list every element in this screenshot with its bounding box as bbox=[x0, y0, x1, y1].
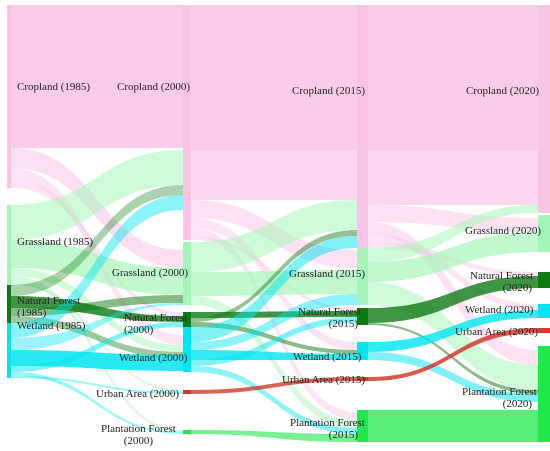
node-g85 bbox=[7, 205, 11, 285]
flow-n85-to-c00 bbox=[11, 185, 183, 296]
flow-g00-to-p15 bbox=[191, 296, 357, 428]
flow-n85-to-w00 bbox=[11, 316, 183, 358]
label-plantation-2000-line2: (2000) bbox=[123, 435, 154, 447]
label-plantation-2000: Plantation Forest (2000) bbox=[101, 423, 176, 447]
flow-g85-to-u00 bbox=[11, 282, 183, 392]
flow-c15-to-w20 bbox=[368, 234, 538, 310]
node-p00 bbox=[183, 430, 191, 434]
label-natural-forest-1985-line1: Natural Forest bbox=[17, 295, 81, 307]
flow-w00-to-n15 bbox=[191, 317, 357, 366]
label-natural-forest-2000-line2: (2000) bbox=[124, 324, 154, 336]
flow-n85-to-g00 bbox=[11, 295, 183, 316]
label-cropland-2020: Cropland (2020) bbox=[466, 85, 540, 97]
label-natural-forest-2015: Natural Forest (2015) bbox=[298, 306, 362, 330]
label-natural-forest-2020: Natural Forest (2020) bbox=[470, 270, 534, 294]
flow-w85-to-p00 bbox=[11, 372, 183, 434]
flow-c00-to-c15 bbox=[191, 5, 357, 150]
label-urban-2020: Urban Area (2020) bbox=[455, 326, 539, 338]
flow-p15-to-p20 bbox=[368, 410, 538, 442]
flow-g85-to-g00 bbox=[11, 240, 183, 295]
label-wetland-2015: Wetland (2015) bbox=[293, 351, 362, 363]
node-p15 bbox=[357, 410, 368, 442]
node-w85 bbox=[7, 323, 11, 378]
label-natural-forest-2000-line1: Natural Forest bbox=[124, 312, 188, 324]
flow-c00-to-p15 bbox=[191, 228, 357, 420]
node-g15 bbox=[357, 248, 368, 305]
flow-n15-to-n20 bbox=[368, 276, 538, 323]
flow-w15-to-p20 bbox=[368, 352, 538, 402]
node-p20 bbox=[538, 346, 550, 442]
flow-g00-to-c15 bbox=[191, 200, 357, 272]
label-cropland-1985: Cropland (1985) bbox=[17, 81, 91, 93]
node-w20 bbox=[538, 304, 550, 318]
label-plantation-2020-line2: (2020) bbox=[502, 398, 532, 410]
flow-w00-to-g15 bbox=[191, 294, 357, 350]
node-u20 bbox=[538, 328, 550, 333]
label-plantation-2015-line1: Plantation Forest bbox=[290, 417, 365, 429]
label-grassland-2000: Grassland (2000) bbox=[112, 267, 189, 279]
node-u15 bbox=[357, 377, 368, 381]
flow-p00-to-p15 bbox=[191, 430, 357, 442]
flow-u00-to-u15 bbox=[191, 377, 357, 394]
node-g20 bbox=[538, 215, 550, 252]
label-urban-2000: Urban Area (2000) bbox=[96, 388, 180, 400]
node-c15 bbox=[357, 5, 368, 248]
flow-g15-to-c20 bbox=[368, 205, 538, 262]
flow-w00-to-p15 bbox=[191, 366, 357, 434]
label-urban-2015: Urban Area (2015) bbox=[282, 374, 366, 386]
flow-g15-to-g20 bbox=[368, 232, 538, 282]
flow-n00-to-n15 bbox=[191, 311, 357, 318]
flow-w00-to-c15 bbox=[191, 236, 357, 342]
flow-w15-to-w20 bbox=[368, 310, 538, 352]
label-natural-forest-2015-line1: Natural Forest bbox=[298, 306, 362, 318]
label-cropland-2015: Cropland (2015) bbox=[292, 85, 366, 97]
node-w15 bbox=[357, 342, 368, 360]
flow-u15-to-u20 bbox=[368, 328, 538, 381]
node-n00 bbox=[183, 312, 191, 327]
label-natural-forest-2015-line2: (2015) bbox=[328, 318, 358, 330]
flow-w85-to-c00 bbox=[11, 195, 183, 338]
label-plantation-2020-line1: Plantation Forest bbox=[462, 386, 537, 398]
node-n15 bbox=[357, 308, 368, 325]
node-n20 bbox=[538, 272, 550, 288]
flow-c85-to-n00 bbox=[11, 180, 183, 316]
flow-c15-to-c20 bbox=[368, 5, 538, 150]
flow-c15-to-g20 bbox=[368, 205, 538, 232]
flow-c00-to-c15 bbox=[191, 150, 357, 200]
label-grassland-2020: Grassland (2020) bbox=[465, 225, 542, 237]
node-u00 bbox=[183, 390, 191, 394]
node-c85 bbox=[7, 5, 11, 188]
label-plantation-2020: Plantation Forest (2020) bbox=[462, 386, 537, 410]
node-n85 bbox=[7, 285, 11, 323]
label-wetland-2020: Wetland (2020) bbox=[465, 304, 534, 316]
label-grassland-2015: Grassland (2015) bbox=[289, 268, 366, 280]
label-wetland-2000: Wetland (2000) bbox=[119, 352, 188, 364]
flow-w85-to-u00 bbox=[11, 376, 183, 394]
label-wetland-1985: Wetland (1985) bbox=[17, 320, 86, 332]
label-plantation-2000-line1: Plantation Forest bbox=[101, 423, 176, 435]
label-natural-forest-1985-line2: (1985) bbox=[17, 307, 47, 319]
node-g00 bbox=[183, 242, 191, 305]
label-plantation-2015: Plantation Forest (2015) bbox=[290, 417, 365, 441]
label-plantation-2015-line2: (2015) bbox=[328, 429, 358, 441]
flow-n00-to-w15 bbox=[191, 322, 357, 354]
label-cropland-2000: Cropland (2000) bbox=[117, 81, 191, 93]
flow-g85-to-c00 bbox=[11, 150, 183, 240]
node-c00 bbox=[183, 5, 191, 240]
label-natural-forest-2020-line2: (2020) bbox=[502, 282, 532, 294]
flow-c15-to-c20 bbox=[368, 150, 538, 205]
flow-c85-to-c00 bbox=[11, 5, 183, 148]
flow-n00-to-c15 bbox=[191, 230, 357, 322]
node-c20 bbox=[538, 5, 550, 213]
label-grassland-1985: Grassland (1985) bbox=[17, 236, 94, 248]
label-natural-forest-2000: Natural Forest (2000) bbox=[124, 312, 187, 336]
label-natural-forest-2020-line1: Natural Forest bbox=[470, 270, 534, 282]
flow-n15-to-p20 bbox=[368, 323, 538, 394]
label-natural-forest-1985: Natural Forest (1985) bbox=[17, 295, 80, 319]
flow-w85-to-n00 bbox=[11, 322, 183, 372]
flow-w85-to-g00 bbox=[11, 303, 183, 350]
node-w00 bbox=[183, 327, 191, 372]
